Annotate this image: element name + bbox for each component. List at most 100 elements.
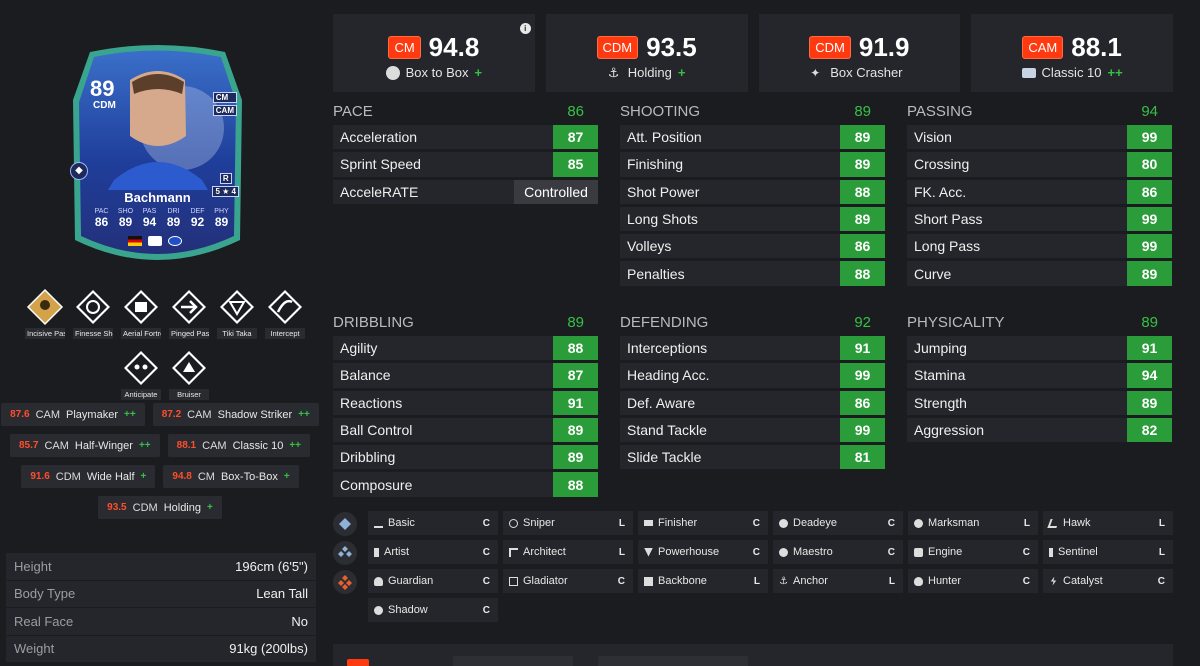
card-stats: PAC 86 SHO 89 PAS 94 DRI 89 DEF 92 PHY 89 (91, 208, 232, 229)
chem-style-artist[interactable]: Artist C (368, 540, 498, 564)
artist-icon (374, 547, 379, 557)
card-flags (128, 236, 182, 246)
role-chip[interactable]: 88.1 CAM Classic 10 ++ (167, 434, 311, 457)
playstyle-finesse-shot[interactable]: Finesse Shot (72, 288, 114, 339)
chem-style-deadeye[interactable]: Deadeye C (773, 511, 903, 535)
attribute-row: Volleys 86 (620, 234, 885, 259)
info-row: Body Type Lean Tall (6, 581, 316, 608)
finesse-shot-icon (76, 290, 110, 324)
guardian-icon (374, 576, 383, 586)
info-row: Weight 91kg (200lbs) (6, 636, 316, 663)
playstyle-incisive-pass[interactable]: Incisive Pass (24, 288, 66, 339)
rating-section-icon (347, 659, 369, 666)
card-foot-skills: R 5 ★ 4 (212, 173, 239, 197)
chem-style-sentinel[interactable]: Sentinel L (1043, 540, 1173, 564)
chem-2-icon (333, 541, 357, 565)
playstyle-tiki-taka[interactable]: Tiki Taka (216, 288, 258, 339)
chem-style-finisher[interactable]: Finisher C (638, 511, 768, 535)
info-row: Height 196cm (6'5") (6, 553, 316, 581)
attribute-row: Long Pass 99 (907, 234, 1172, 259)
sentinel-icon (1049, 547, 1053, 557)
best-roles-summary: CM 94.8 Box to Box + i CDM 93.5 ⚓ Holding + C… (333, 14, 1173, 92)
chem-style-engine[interactable]: Engine C (908, 540, 1038, 564)
attribute-row: Dribbling 89 (333, 445, 598, 470)
shadow-icon (374, 605, 383, 615)
summary-card[interactable]: i CDM 93.5 ⚓ Holding + (519, 14, 748, 92)
chem-style-guardian[interactable]: Guardian C (368, 569, 498, 593)
attribute-row: Sprint Speed 85 (333, 152, 598, 177)
info-icon[interactable]: i (519, 23, 531, 34)
attr-group-physicality: PHYSICALITY 89 Jumping 91 Stamina 94 Streng… (907, 311, 1172, 443)
tiki-taka-icon (220, 290, 254, 324)
attribute-row: Att. Position 89 (620, 125, 885, 150)
powerhouse-icon (644, 547, 653, 557)
chem-1-icon (333, 512, 357, 536)
role-chip[interactable]: 87.2 CAM Shadow Striker ++ (152, 403, 319, 426)
league-icon (148, 236, 162, 246)
chem-style-marksman[interactable]: Marksman L (908, 511, 1038, 535)
role-chip[interactable]: 91.6 CDM Wide Half + (21, 465, 156, 488)
attribute-row: Vision 99 (907, 125, 1172, 150)
summary-value: 91.9 (858, 32, 910, 62)
chem-style-sniper[interactable]: Sniper L (503, 511, 633, 535)
role-chip[interactable]: 94.8 CM Box-To-Box + (163, 465, 299, 488)
attribute-row: Slide Tackle 81 (620, 445, 885, 470)
tab-placeholder[interactable] (453, 656, 573, 666)
attribute-row: Heading Acc. 99 (620, 363, 885, 388)
chem-style-maestro[interactable]: Maestro C (773, 540, 903, 564)
alt-position: CM (212, 92, 237, 103)
playstyle-aerial-fortress[interactable]: Aerial Fortress (120, 288, 162, 339)
tab-placeholder[interactable] (598, 656, 748, 666)
intercept-icon (268, 290, 302, 324)
anchor-icon: ⚓ (607, 64, 620, 80)
summary-value: 88.1 (1071, 32, 1122, 62)
hawk-icon (1047, 518, 1060, 528)
playstyle-bruiser[interactable]: Bruiser (168, 349, 210, 400)
chem-style-architect[interactable]: Architect L (503, 540, 633, 564)
chem-style-anchor[interactable]: ⚓ Anchor L (773, 569, 903, 593)
chem-style-hawk[interactable]: Hawk L (1043, 511, 1173, 535)
chem-style-catalyst[interactable]: Catalyst C (1043, 569, 1173, 593)
chemistry-styles: Basic C Sniper L Finisher C Deadeye C Marksm… (368, 511, 1173, 622)
attribute-row: Aggression 82 (907, 417, 1172, 443)
role-chip[interactable]: 85.7 CAM Half-Winger ++ (9, 434, 160, 457)
position-badge: CAM (1022, 36, 1064, 59)
group-title: PASSING (907, 102, 973, 120)
chem-style-gladiator[interactable]: Gladiator C (503, 569, 633, 593)
group-title: PHYSICALITY (907, 313, 1005, 331)
chem-style-backbone[interactable]: Backbone L (638, 569, 768, 593)
playstyle-anticipate[interactable]: Anticipate (120, 349, 162, 400)
catalyst-icon (1050, 576, 1057, 586)
summary-card[interactable]: CDM 91.9 ✦ Box Crasher (758, 14, 961, 92)
chem-style-hunter[interactable]: Hunter C (908, 569, 1038, 593)
group-value: 89 (567, 313, 584, 331)
attribute-row: Reactions 91 (333, 390, 598, 415)
card-stat: DEF 92 (190, 208, 205, 229)
role-chip[interactable]: 93.5 CDM Holding + (98, 496, 222, 519)
summary-card[interactable]: CAM 88.1 Classic 10 ++ (971, 14, 1173, 92)
hunter-icon (914, 576, 923, 586)
aerial-fortress-icon (124, 290, 158, 324)
maestro-icon (779, 547, 788, 557)
group-title: PACE (333, 102, 373, 120)
card-position: CDM (93, 100, 116, 111)
group-value: 94 (1141, 102, 1158, 120)
attribute-row: Balance 87 (333, 363, 598, 388)
attr-group-shooting: SHOOTING 89 Att. Position 89 Finishing 89 S… (620, 100, 885, 286)
chem-style-powerhouse[interactable]: Powerhouse C (638, 540, 768, 564)
finisher-icon (644, 520, 653, 526)
bruiser-icon (172, 351, 206, 385)
role-chip[interactable]: 87.6 CAM Playmaker ++ (1, 403, 145, 426)
alt-position: CAM (212, 105, 237, 116)
playstyle-intercept[interactable]: Intercept (264, 288, 306, 339)
club-badge-icon (168, 236, 182, 246)
summary-card[interactable]: CM 94.8 Box to Box + (333, 14, 535, 92)
playstyle-pinged-pass[interactable]: Pinged Pass (168, 288, 210, 339)
chem-style-shadow[interactable]: Shadow C (368, 598, 498, 622)
attribute-row: Ball Control 89 (333, 417, 598, 443)
chem-style-basic[interactable]: Basic C (368, 511, 498, 535)
card-stat: PAC 86 (94, 208, 109, 229)
attribute-row: Interceptions 91 (620, 336, 885, 361)
info-row: Real Face No (6, 608, 316, 636)
card-alt-positions: CM CAM (212, 92, 237, 116)
